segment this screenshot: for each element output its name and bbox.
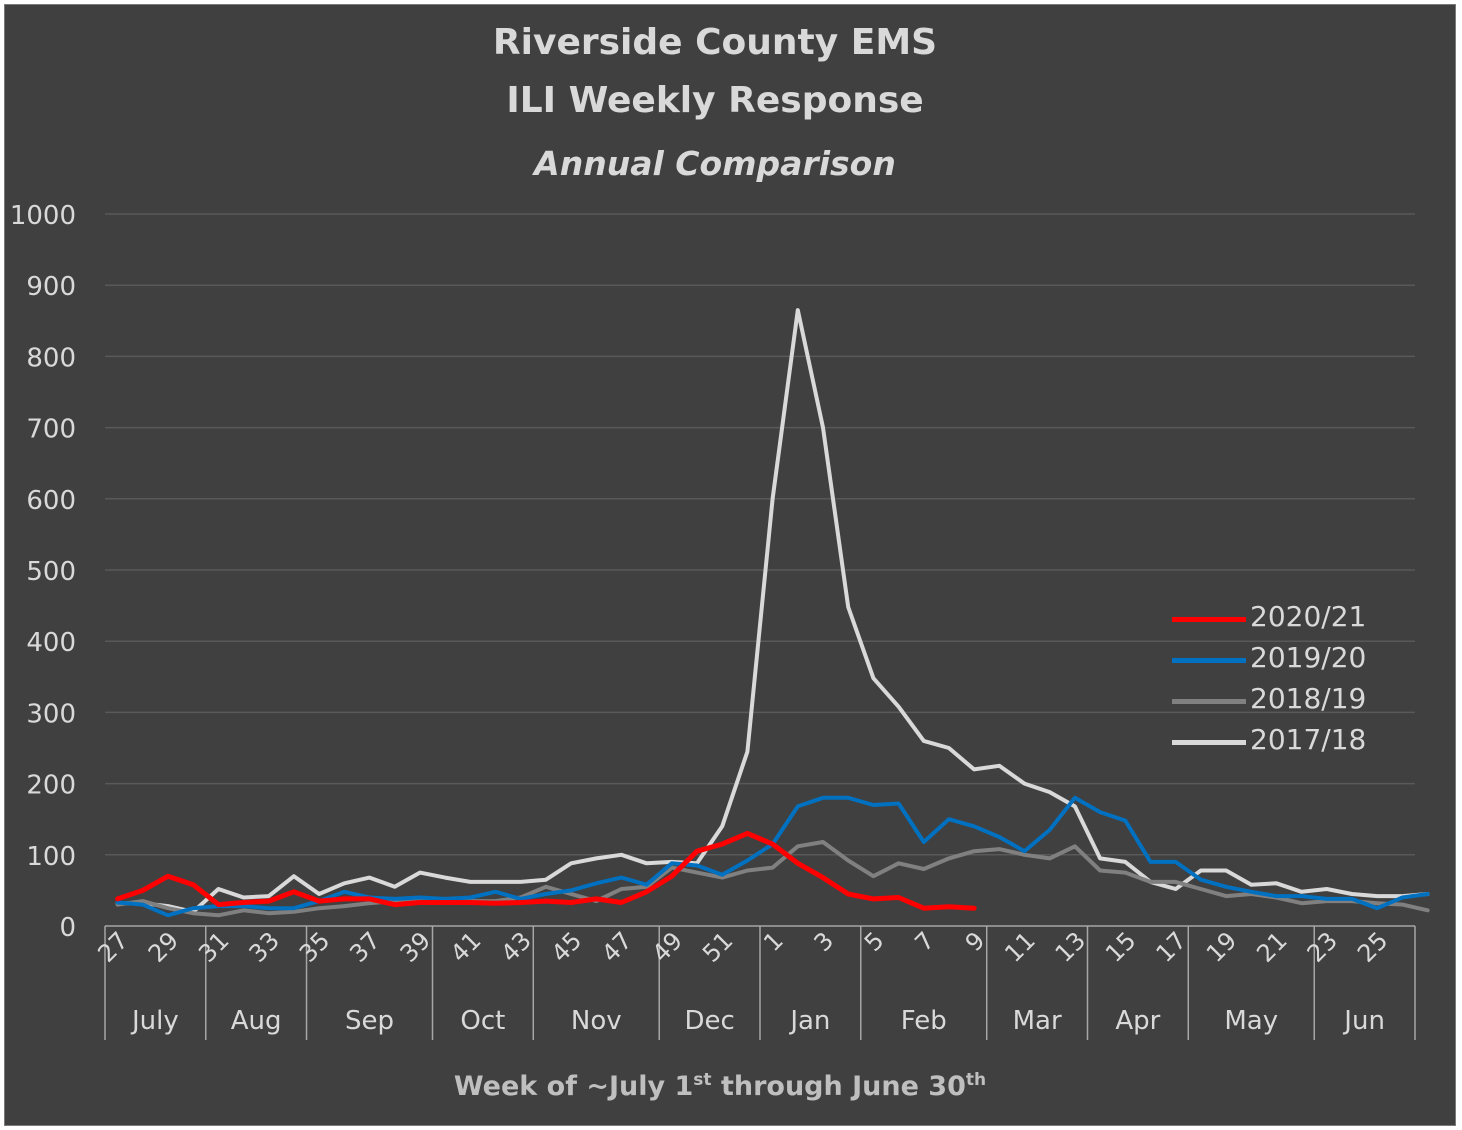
y-tick-label: 500	[26, 557, 76, 587]
month-label: Sep	[345, 1006, 394, 1036]
month-label: Oct	[460, 1006, 505, 1036]
series-line-2018-19	[115, 840, 1430, 918]
legend-label: 2017/18	[1250, 723, 1367, 756]
x-tick-label: 47	[596, 926, 637, 967]
x-tick-label: 11	[999, 926, 1040, 967]
legend-item-2017-18: 2017/18	[1170, 723, 1410, 763]
x-tick-label: 33	[244, 926, 285, 967]
series-layer	[115, 308, 1430, 918]
x-tick-label: 13	[1050, 926, 1091, 967]
x-tick-label: 35	[294, 926, 335, 967]
series-line-2020-21	[115, 830, 977, 911]
x-axis-title-sup: st	[693, 1070, 712, 1090]
legend-swatch	[1172, 658, 1246, 663]
x-tick-label: 51	[697, 926, 738, 967]
y-tick-label: 200	[26, 771, 76, 801]
x-tick-label: 21	[1251, 926, 1292, 967]
x-tick-label: 7	[909, 926, 940, 957]
month-label: July	[130, 1006, 179, 1036]
month-label: Jun	[1342, 1006, 1385, 1036]
x-tick-label: 3	[809, 926, 840, 957]
y-tick-label: 600	[26, 486, 76, 516]
y-tick-label: 300	[26, 699, 76, 729]
x-tick-label: 19	[1201, 926, 1242, 967]
x-axis-title: Week of ~July 1st through June 30th	[0, 1070, 1440, 1102]
legend-label: 2020/21	[1250, 600, 1367, 633]
x-tick-label: 23	[1302, 926, 1343, 967]
month-label: Mar	[1013, 1006, 1062, 1036]
month-label: Aug	[231, 1006, 282, 1036]
y-tick-label: 400	[26, 628, 76, 658]
legend-swatch	[1172, 617, 1246, 622]
x-tick-label: 25	[1352, 926, 1393, 967]
x-axis-title-part: through June 30	[711, 1071, 966, 1102]
legend-item-2018-19: 2018/19	[1170, 682, 1410, 722]
legend-swatch	[1172, 699, 1246, 704]
x-tick-label: 15	[1100, 926, 1141, 967]
y-tick-label: 700	[26, 415, 76, 445]
month-label: Feb	[901, 1006, 947, 1036]
y-tick-label: 900	[26, 272, 76, 302]
x-tick-label: 1	[758, 926, 789, 957]
y-tick-label: 800	[26, 343, 76, 373]
legend-item-2019-20: 2019/20	[1170, 641, 1410, 681]
month-label: Dec	[684, 1006, 734, 1036]
x-tick-label: 29	[143, 926, 184, 967]
x-axis-title-sup: th	[965, 1070, 987, 1090]
y-tick-label: 1000	[10, 201, 76, 231]
x-tick-label: 43	[496, 926, 537, 967]
x-tick-label: 39	[395, 926, 436, 967]
month-label: Apr	[1115, 1006, 1160, 1036]
month-label: Nov	[571, 1006, 622, 1036]
x-tick-label: 17	[1151, 926, 1192, 967]
x-tick-label: 37	[344, 926, 385, 967]
legend-swatch	[1172, 740, 1246, 745]
y-tick-label: 100	[26, 842, 76, 872]
y-axis: 0 100 200 300 400 500 600 700 800 900 1000	[10, 201, 76, 943]
grid-layer	[105, 213, 1415, 856]
legend-label: 2018/19	[1250, 682, 1367, 715]
x-tick-label: 49	[647, 926, 688, 967]
series-line-2017-18	[115, 308, 1430, 914]
x-tick-label: 41	[445, 926, 486, 967]
x-tick-label: 9	[960, 926, 991, 957]
y-tick-label: 0	[59, 913, 76, 943]
legend-label: 2019/20	[1250, 641, 1367, 674]
month-label: Jan	[788, 1006, 830, 1036]
x-tick-label: 45	[546, 926, 587, 967]
x-tick-label: 31	[193, 926, 234, 967]
legend-item-2020-21: 2020/21	[1170, 600, 1410, 640]
x-axis-title-part: Week of ~July 1	[453, 1071, 694, 1102]
x-tick-label: 5	[859, 926, 890, 957]
chart-frame	[4, 4, 1456, 1126]
month-label: May	[1224, 1006, 1278, 1036]
x-tick-label: 27	[92, 926, 133, 967]
